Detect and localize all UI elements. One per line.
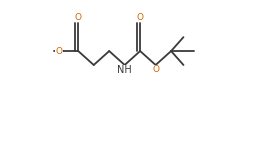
Text: O: O — [137, 13, 144, 22]
Text: NH: NH — [117, 65, 132, 75]
Text: O: O — [56, 47, 63, 56]
Text: O: O — [152, 65, 159, 74]
Text: O: O — [75, 13, 82, 22]
